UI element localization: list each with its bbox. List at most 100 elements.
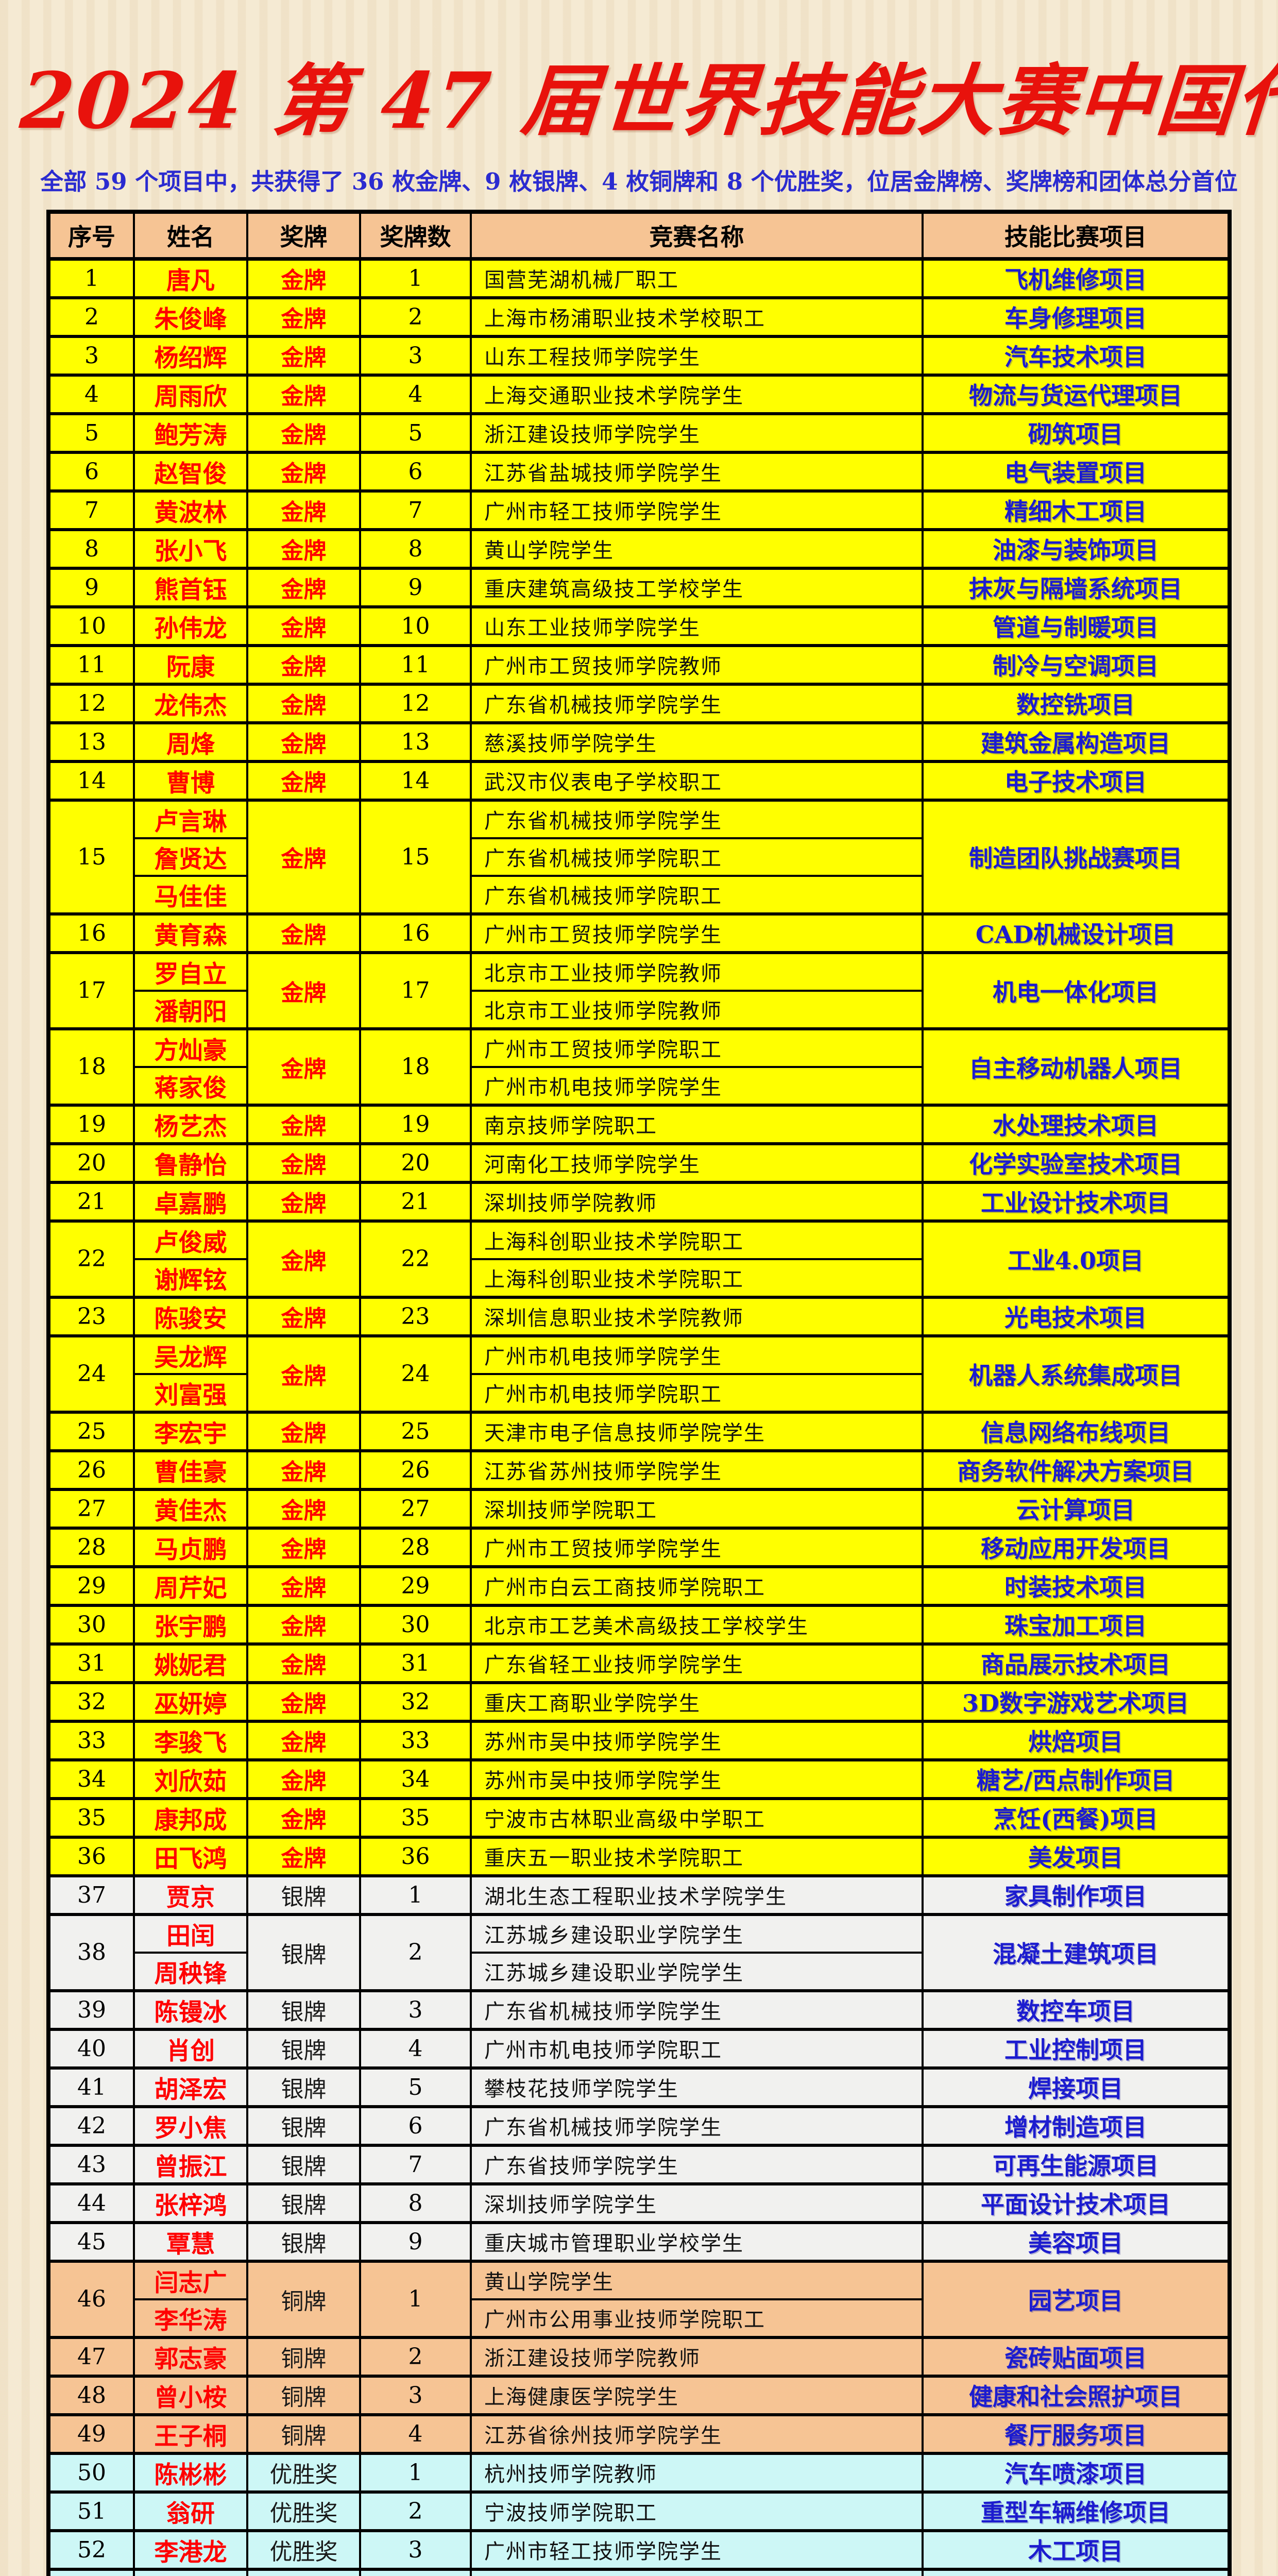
organization-cell: 广州市机电技师学院学生 bbox=[470, 1065, 924, 1106]
table-row: 周秧锋 江苏城乡建设职业学院学生 bbox=[48, 1951, 1230, 1992]
table-row: 37 贾京 银牌 1 湖北生态工程职业技术学院学生 家具制作项目 bbox=[47, 1874, 1231, 1916]
table-row: 40 肖创 银牌 4 广州市机电技师学院职工 工业控制项目 bbox=[47, 2027, 1231, 2069]
table-row: 8 张小飞 金牌 8 黄山学院学生 油漆与装饰项目 bbox=[47, 528, 1231, 569]
medal-cell: 金牌 bbox=[246, 334, 361, 376]
project-cell: 网络系统管理项目 bbox=[922, 2567, 1231, 2576]
member-name-cell: 蒋家俊 bbox=[133, 1065, 248, 1106]
organization-cell: 广州市工贸技师学院学生 bbox=[470, 1526, 924, 1568]
table-row: 谢辉铉 上海科创职业技术学院职工 bbox=[48, 1258, 1230, 1298]
medal-count-cell: 4 bbox=[359, 2567, 472, 2576]
organization-cell: 广东省轻工业技师学院学生 bbox=[470, 1642, 924, 1684]
medal-cell: 银牌 bbox=[246, 2182, 361, 2224]
header-cell-count: 奖牌数 bbox=[359, 210, 472, 261]
medal-count-cell: 28 bbox=[359, 1526, 472, 1568]
member-name-cell: 马佳佳 bbox=[133, 874, 248, 915]
project-cell: 混凝土建筑项目 bbox=[922, 1912, 1231, 1992]
organization-cell: 重庆工商职业学院学生 bbox=[470, 1681, 924, 1722]
member-name-cell: 康邦成 bbox=[133, 1797, 248, 1838]
row-number-cell: 4 bbox=[47, 373, 135, 415]
organization-cell: 重庆城市管理职业学校学生 bbox=[470, 2221, 924, 2262]
medal-cell: 优胜奖 bbox=[246, 2490, 361, 2532]
table-row: 李华涛 广州市公用事业技师学院职工 bbox=[48, 2298, 1230, 2338]
table-row: 18 方灿豪 金牌 18 广州市工贸技师学院职工 自主移动机器人项目 bbox=[47, 1027, 1231, 1106]
organization-cell: 江苏省徐州技师学院学生 bbox=[470, 2413, 924, 2454]
member-name-cell: 田飞鸿 bbox=[133, 1835, 248, 1877]
medal-count-cell: 6 bbox=[359, 450, 472, 492]
table-row: 45 覃慧 银牌 9 重庆城市管理职业学校学生 美容项目 bbox=[47, 2221, 1231, 2262]
member-name-cell: 覃慧 bbox=[133, 2221, 248, 2262]
table-row: 11 阮康 金牌 11 广州市工贸技师学院教师 制冷与空调项目 bbox=[47, 643, 1231, 685]
organization-cell: 慈溪技师学院学生 bbox=[470, 721, 924, 762]
member-name-cell: 李宏宇 bbox=[133, 1410, 248, 1452]
organization-cell: 国营芜湖机械厂职工 bbox=[470, 257, 924, 299]
medal-cell: 金牌 bbox=[246, 296, 361, 337]
medal-count-cell: 4 bbox=[359, 2027, 472, 2069]
project-cell: 园艺项目 bbox=[922, 2259, 1231, 2338]
member-name-cell: 潘朝阳 bbox=[133, 989, 248, 1030]
project-cell: 烹饪(西餐)项目 bbox=[922, 1797, 1231, 1838]
member-name-cell: 郭志豪 bbox=[133, 2335, 248, 2377]
organization-cell: 杭州技师学院教师 bbox=[470, 2451, 924, 2493]
member-name-cell: 张梓鸿 bbox=[133, 2182, 248, 2224]
medal-cell: 金牌 bbox=[246, 373, 361, 415]
medal-cell: 金牌 bbox=[246, 528, 361, 569]
row-number-cell: 40 bbox=[47, 2027, 135, 2069]
table-row: 32 巫妍婷 金牌 32 重庆工商职业学院学生 3D数字游戏艺术项目 bbox=[47, 1681, 1231, 1722]
row-number-cell: 8 bbox=[47, 528, 135, 569]
row-number-cell: 10 bbox=[47, 605, 135, 647]
medal-count-cell: 13 bbox=[359, 721, 472, 762]
member-name-cell: 阮康 bbox=[133, 643, 248, 685]
table-row: 19 杨艺杰 金牌 19 南京技师学院职工 水处理技术项目 bbox=[47, 1103, 1231, 1145]
project-cell: 水处理技术项目 bbox=[922, 1103, 1231, 1145]
organization-cell: 广州市机电技师学院职工 bbox=[470, 1372, 924, 1413]
row-number-cell: 3 bbox=[47, 334, 135, 376]
member-name-cell: 陈骏安 bbox=[133, 1295, 248, 1337]
table-row: 30 张宇鹏 金牌 30 北京市工艺美术高级技工学校学生 珠宝加工项目 bbox=[47, 1603, 1231, 1645]
project-cell: 数控车项目 bbox=[922, 1989, 1231, 2030]
project-cell: 飞机维修项目 bbox=[922, 257, 1231, 299]
row-number-cell: 24 bbox=[47, 1334, 135, 1413]
organization-cell: 上海科创职业技术学院职工 bbox=[470, 1258, 924, 1298]
project-cell: 美发项目 bbox=[922, 1835, 1231, 1877]
member-name-cell: 方灿豪 bbox=[133, 1027, 248, 1068]
medal-cell: 金牌 bbox=[246, 1295, 361, 1337]
table-row: 16 黄育森 金牌 16 广州市工贸技师学院学生 CAD机械设计项目 bbox=[47, 912, 1231, 954]
medal-table-body: 1 唐凡 金牌 1 国营芜湖机械厂职工 飞机维修项目 2 朱俊峰 金牌 2 上海市杨浦职业技术学校职… bbox=[47, 257, 1231, 2576]
medal-cell: 金牌 bbox=[246, 951, 361, 1030]
table-row: 12 龙伟杰 金牌 12 广东省机械技师学院学生 数控铣项目 bbox=[47, 682, 1231, 724]
organization-cell: 江苏城乡建设职业学院学生 bbox=[470, 1912, 924, 1954]
organization-cell: 北京市工艺美术高级技工学校学生 bbox=[470, 1603, 924, 1645]
medal-count-cell: 8 bbox=[359, 2182, 472, 2224]
medal-table-header: 序号 姓名 奖牌 奖牌数 竞赛名称 技能比赛项目 bbox=[47, 210, 1231, 261]
row-number-cell: 25 bbox=[47, 1410, 135, 1452]
row-number-cell: 41 bbox=[47, 2066, 135, 2108]
organization-cell: 上海健康医学院学生 bbox=[470, 2374, 924, 2416]
row-number-cell: 22 bbox=[47, 1219, 135, 1298]
project-cell: 管道与制暖项目 bbox=[922, 605, 1231, 647]
project-cell: 移动应用开发项目 bbox=[922, 1526, 1231, 1568]
project-cell: 珠宝加工项目 bbox=[922, 1603, 1231, 1645]
table-row: 39 陈镘冰 银牌 3 广东省机械技师学院学生 数控车项目 bbox=[47, 1989, 1231, 2030]
medal-count-cell: 27 bbox=[359, 1487, 472, 1529]
table-row: 31 姚妮君 金牌 31 广东省轻工业技师学院学生 商品展示技术项目 bbox=[47, 1642, 1231, 1684]
table-row: 6 赵智俊 金牌 6 江苏省盐城技师学院学生 电气装置项目 bbox=[47, 450, 1231, 492]
member-name-cell: 周芹妃 bbox=[133, 1565, 248, 1606]
table-row: 27 黄佳杰 金牌 27 深圳技师学院职工 云计算项目 bbox=[47, 1487, 1231, 1529]
project-cell: 木工项目 bbox=[922, 2529, 1231, 2570]
project-cell: 光电技术项目 bbox=[922, 1295, 1231, 1337]
organization-cell: 深圳技师学院学生 bbox=[470, 2182, 924, 2224]
row-number-cell: 37 bbox=[47, 1874, 135, 1916]
row-number-cell: 5 bbox=[47, 412, 135, 453]
project-cell: 自主移动机器人项目 bbox=[922, 1027, 1231, 1106]
organization-cell: 江苏省盐城技师学院学生 bbox=[470, 450, 924, 492]
member-name-cell: 周雨欣 bbox=[133, 373, 248, 415]
row-number-cell: 23 bbox=[47, 1295, 135, 1337]
project-cell: 糖艺/西点制作项目 bbox=[922, 1758, 1231, 1800]
table-row: 43 曾振江 银牌 7 广东省技师学院学生 可再生能源项目 bbox=[47, 2143, 1231, 2185]
row-number-cell: 31 bbox=[47, 1642, 135, 1684]
medal-count-cell: 7 bbox=[359, 489, 472, 531]
member-name-cell: 王子桐 bbox=[133, 2413, 248, 2454]
medal-count-cell: 7 bbox=[359, 2143, 472, 2185]
member-name-cell: 周烽 bbox=[133, 721, 248, 762]
organization-cell: 广州市工贸技师学院职工 bbox=[470, 2567, 924, 2576]
